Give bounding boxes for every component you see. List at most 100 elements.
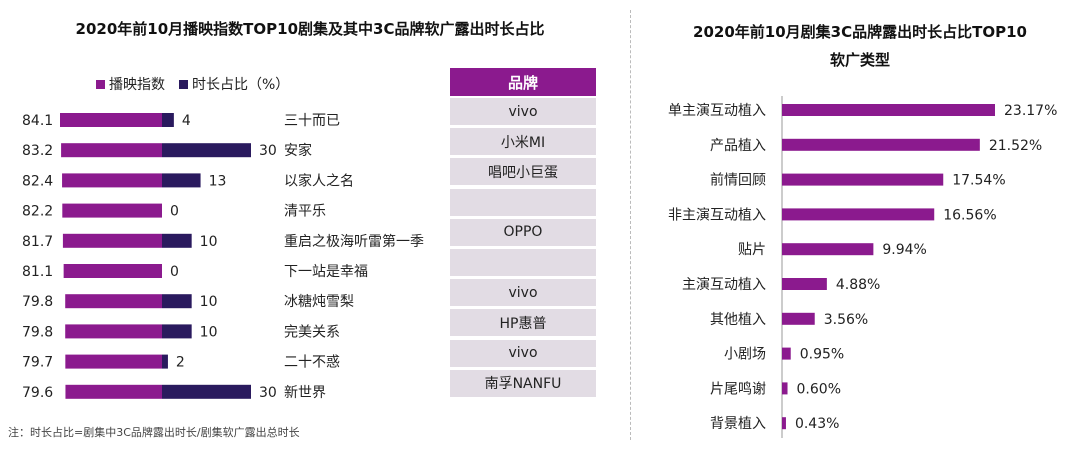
type-bar — [782, 173, 944, 186]
index-value-label: 81.1 — [22, 264, 53, 280]
type-category-label: 小剧场 — [724, 347, 766, 363]
brand-cell — [450, 188, 596, 216]
type-bar — [782, 138, 980, 151]
type-category-label: 产品植入 — [710, 138, 766, 154]
index-bar — [61, 143, 163, 158]
index-bar — [62, 203, 163, 218]
type-value-label: 16.56% — [943, 207, 996, 223]
type-value-label: 0.43% — [795, 416, 839, 432]
index-value-label: 82.4 — [22, 173, 53, 189]
right-chart-title: 2020年前10月剧集3C品牌露出时长占比TOP10 软广类型 — [650, 18, 1070, 74]
index-bar — [60, 113, 162, 127]
legend-label-index: 播映指数 — [109, 77, 165, 93]
type-category-label: 单主演互动植入 — [668, 103, 766, 119]
type-bar — [782, 208, 935, 221]
category-label: 以家人之名 — [284, 172, 354, 189]
share-value-label: 0 — [170, 204, 179, 220]
share-value-label: 10 — [200, 294, 218, 310]
brand-cell: 小米MI — [450, 128, 596, 156]
share-value-label: 4 — [182, 113, 191, 129]
index-value-label: 79.6 — [22, 385, 53, 401]
type-value-label: 21.52% — [989, 138, 1042, 154]
share-bar — [162, 113, 174, 127]
share-value-label: 10 — [200, 324, 218, 340]
type-category-label: 主演互动植入 — [682, 277, 766, 293]
share-bar — [162, 173, 201, 188]
share-bar — [162, 324, 192, 339]
index-value-label: 79.8 — [22, 294, 53, 310]
index-bar — [62, 173, 163, 188]
type-bar — [782, 278, 827, 290]
legend-swatch-index — [96, 79, 105, 89]
share-value-label: 13 — [209, 173, 227, 189]
type-value-label: 0.60% — [797, 381, 841, 397]
category-label: 完美关系 — [284, 324, 340, 340]
index-bar — [65, 384, 162, 399]
share-value-label: 30 — [259, 385, 277, 401]
brand-cell: 南孚NANFU — [450, 369, 596, 397]
index-value-label: 83.2 — [22, 143, 53, 159]
brand-cell: 唱吧小巨蛋 — [450, 158, 596, 186]
type-bar — [782, 347, 791, 360]
share-bar — [162, 294, 192, 309]
brand-cell: HP惠普 — [450, 309, 596, 337]
index-bar — [63, 264, 162, 278]
type-value-label: 17.54% — [952, 173, 1005, 189]
index-bar — [62, 233, 162, 248]
left-chart-title: 2020年前10月播映指数TOP10剧集及其中3C品牌软广露出时长占比 — [75, 20, 545, 38]
brand-cell — [450, 249, 596, 276]
category-label: 冰糖炖雪梨 — [284, 294, 354, 310]
share-value-label: 30 — [259, 143, 277, 159]
legend-label-share: 时长占比（%） — [192, 77, 290, 93]
category-label: 三十而已 — [284, 113, 340, 129]
type-bar — [782, 417, 786, 430]
section-divider — [630, 10, 631, 440]
share-value-label: 10 — [200, 234, 218, 250]
share-bar — [162, 354, 168, 369]
brand-cell: OPPO — [450, 218, 596, 246]
index-value-label: 79.8 — [22, 324, 53, 340]
type-bar — [782, 382, 788, 395]
type-value-label: 23.17% — [1004, 103, 1057, 119]
legend-item-index: 播映指数 — [96, 74, 165, 94]
index-value-label: 82.2 — [22, 204, 53, 220]
type-bar — [782, 312, 815, 325]
brand-cell: vivo — [450, 279, 596, 307]
right-title-line2: 软广类型 — [829, 51, 890, 69]
index-bar — [65, 354, 162, 369]
brand-cell: vivo — [450, 339, 596, 367]
category-label: 新世界 — [284, 385, 326, 401]
index-value-label: 79.7 — [22, 355, 53, 371]
type-value-label: 4.88% — [836, 277, 880, 293]
type-category-label: 片尾鸣谢 — [710, 380, 766, 397]
type-bar — [782, 104, 995, 116]
legend: 播映指数 时长占比（%） — [96, 74, 289, 94]
type-category-label: 其他植入 — [710, 312, 766, 328]
type-bar — [782, 243, 874, 256]
share-bar — [162, 384, 251, 399]
index-value-label: 81.7 — [22, 234, 53, 250]
category-label: 下一站是幸福 — [284, 264, 368, 280]
right-title-line1: 2020年前10月剧集3C品牌露出时长占比TOP10 — [693, 23, 1027, 41]
type-category-label: 背景植入 — [710, 416, 766, 432]
index-bar — [65, 324, 162, 339]
type-value-label: 0.95% — [800, 347, 844, 363]
type-category-label: 前情回顾 — [710, 172, 766, 189]
share-value-label: 0 — [170, 264, 179, 280]
share-bar — [162, 233, 192, 248]
type-value-label: 9.94% — [882, 242, 926, 258]
category-label: 清平乐 — [284, 204, 326, 220]
legend-swatch-share — [179, 79, 188, 89]
type-category-label: 贴片 — [738, 242, 766, 258]
category-label: 安家 — [284, 142, 312, 159]
brand-column-header: 品牌 — [450, 68, 596, 96]
brand-cell: vivo — [450, 98, 596, 125]
type-category-label: 非主演互动植入 — [668, 207, 766, 223]
legend-item-share: 时长占比（%） — [179, 74, 289, 94]
category-label: 二十不惑 — [284, 355, 340, 371]
category-label: 重启之极海听雷第一季 — [284, 233, 424, 250]
share-value-label: 2 — [176, 355, 185, 371]
index-value-label: 84.1 — [22, 113, 53, 129]
share-bar — [162, 143, 251, 158]
